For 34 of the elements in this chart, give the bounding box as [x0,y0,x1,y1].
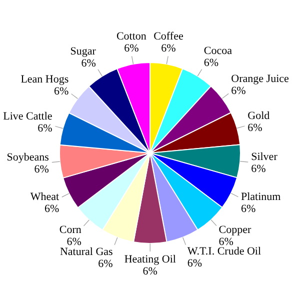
data-label: 6% [248,122,262,134]
data-label: 6% [231,85,246,98]
slice-label: Platinum [241,190,282,203]
slice-label: Gold [248,110,270,122]
slice-label: Lean Hogs [20,73,69,86]
slice-label: Sugar [70,45,96,58]
data-label: 6% [241,202,256,215]
data-label: 6% [38,122,52,134]
data-label: 6% [54,85,69,98]
slice-label: W.T.I. Crude Oil [187,246,262,258]
data-label: 6% [124,42,139,54]
slice-label: Silver [251,151,278,164]
data-label: 6% [34,163,49,176]
slice-label: Copper [218,224,252,236]
data-label: 6% [66,236,82,248]
slice-label: Live Cattle [3,110,52,122]
slice-label: Cocoa [204,45,232,58]
slice-label: Soybeans [6,151,49,164]
slice-label: Orange Juice [231,73,290,86]
data-label: 6% [204,57,219,70]
slice-label: Coffee [154,30,184,42]
slice-label: Corn [59,224,82,236]
data-label: 6% [98,258,113,270]
data-label: 6% [44,203,60,216]
data-label: 6% [161,42,176,54]
data-label: 6% [81,57,96,70]
slice-label: Wheat [30,191,60,204]
data-label: 6% [142,265,158,278]
data-label: 6% [251,163,266,176]
data-label: 6% [187,258,202,270]
slice-label: Natural Gas [60,246,113,258]
data-label: 6% [218,236,234,248]
slice-label: Heating Oil [124,253,176,266]
slice-label: Cotton [116,30,147,42]
